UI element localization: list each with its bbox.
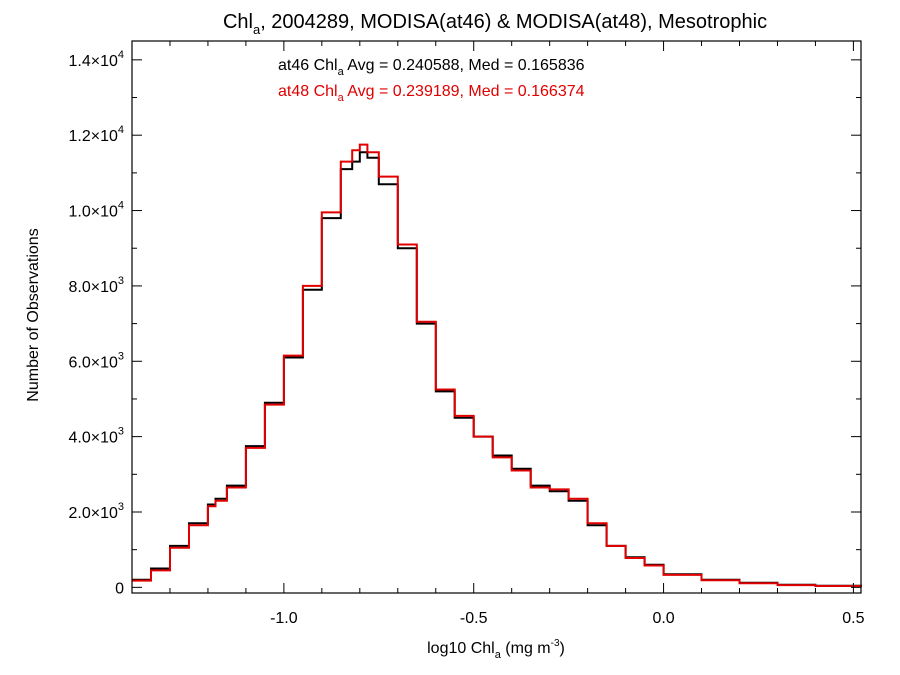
y-tick-label: 2.0×103 [68,501,124,522]
x-axis-ticks: -1.0 -0.5 0.0 0.5 [131,41,865,627]
x-tick-label: 0.0 [652,610,674,627]
y-axis-label: Number of Observations [25,228,42,401]
y-tick-label: 1.4×104 [68,49,124,70]
y-tick-label: 1.0×104 [68,200,124,221]
plot-frame [131,40,862,594]
x-tick-label: 0.5 [842,610,864,627]
x-tick-label: -0.5 [460,610,488,627]
y-tick-label: 1.2×104 [68,124,124,145]
x-tick-label: -1.0 [270,610,298,627]
x-axis-label: log10 Chla (mg m-3) [427,638,565,661]
annotation-at48: at48 Chla Avg = 0.239189, Med = 0.166374 [278,83,585,104]
chart-title: Chla, 2004289, MODISA(at46) & MODISA(at4… [223,11,767,37]
series-line-0 [132,151,862,587]
series-layer [132,143,862,587]
y-tick-label: 6.0×103 [68,350,124,371]
annotation-at46: at46 Chla Avg = 0.240588, Med = 0.165836 [278,57,585,78]
y-tick-label: 8.0×103 [68,275,124,296]
y-tick-label: 4.0×103 [68,426,124,447]
series-line-1 [132,143,862,587]
y-tick-label: 0 [115,580,124,597]
y-axis-ticks: 0 2.0×103 4.0×103 6.0×103 8.0×103 1.0×104 1.2×… [68,49,861,597]
